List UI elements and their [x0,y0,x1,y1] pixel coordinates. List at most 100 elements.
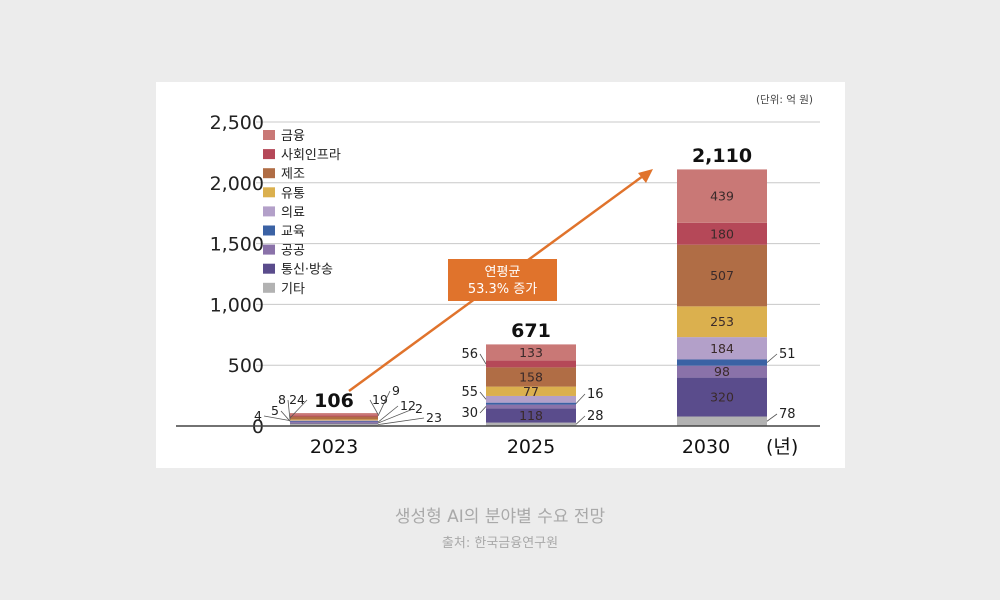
bar-segment [486,408,576,423]
segment-label: 439 [710,189,734,204]
bar-segment [677,337,767,360]
legend-label: 사회인프라 [281,148,341,163]
legend-swatch [263,244,275,255]
bar-segment [290,421,378,423]
x-tick-label: 2030 [682,436,730,458]
bar-segment [290,413,378,416]
y-tick-label: 500 [228,355,264,377]
caption-title: 생성형 AI의 분야별 수요 전망 [394,507,606,527]
legend-label: 공공 [281,244,305,259]
legend-swatch [263,282,275,293]
segment-label: 23 [426,410,442,425]
bar-segment [486,360,576,368]
segment-label: 16 [587,387,604,402]
bar-segment [486,402,576,405]
legend-swatch [263,149,275,160]
segment-label: 51 [779,347,796,362]
legend-label: 기타 [281,282,305,297]
segment-label: 184 [710,341,734,356]
leader-line [575,415,586,425]
bar-segment [677,244,767,307]
segment-label: 56 [461,347,478,362]
legend-swatch [263,168,275,179]
legend-swatch [263,263,275,274]
annotation-line2: 53.3% 증가 [468,282,537,297]
bar-segment [290,415,378,417]
leader-line [263,415,291,422]
segment-label: 28 [587,409,604,424]
bar-segment [677,377,767,417]
legend-swatch [263,206,275,217]
bar-segment [290,420,378,422]
bar-segment [677,306,767,338]
y-axis-ticks: 0 500 1,000 1,500 2,000 2,500 [210,112,264,438]
leader-line [479,391,487,400]
bar-segment [290,423,378,426]
bar-segment [486,422,576,426]
bar-segment [486,404,576,409]
total-label: 106 [314,390,354,412]
x-axis-suffix: (년) [766,436,798,458]
segment-label: 253 [710,314,734,329]
chart-card: 0 500 1,000 1,500 2,000 2,500 118 77 158 133 320 9… [156,82,845,468]
segment-label: 98 [714,364,730,379]
bar-segment [486,367,576,387]
leader-line [479,353,487,365]
leader-lines [263,353,778,425]
legend-label: 유통 [281,186,305,201]
legend-label: 제조 [281,167,305,182]
y-tick-label: 0 [252,416,264,438]
leader-line [575,393,586,404]
segment-label: 180 [710,226,734,241]
x-tick-label: 2023 [310,436,358,458]
bar-segment [290,416,378,420]
legend-label: 금융 [281,129,305,144]
x-tick-label: 2025 [507,436,555,458]
y-tick-label: 1,500 [210,234,264,256]
bar-segment [677,169,767,223]
leader-line [377,417,425,425]
segment-label: 55 [461,385,478,400]
segment-label: 24 [289,392,305,407]
segment-label: 320 [710,390,734,405]
bar-segments [290,169,767,426]
segment-label: 2 [415,401,423,416]
segment-label: 9 [392,383,400,398]
leader-line [479,406,487,414]
bar-segment [486,395,576,403]
leader-line [766,353,778,363]
legend-label: 의료 [281,205,305,220]
bar-segment [486,386,576,396]
y-tick-label: 1,000 [210,294,264,316]
leader-line [280,410,291,422]
bar-segment [677,359,767,366]
annotation-line1: 연평균 [485,265,521,280]
arrow-head-icon [638,169,653,183]
caption-source: 출처: 한국금융연구원 [441,536,559,551]
bar-segment [290,422,378,424]
segment-label: 118 [519,408,543,423]
legend-swatch [263,225,275,236]
segment-label: 78 [779,407,796,422]
bar-segment [677,365,767,378]
legend-label: 교육 [281,225,305,240]
y-tick-label: 2,500 [210,112,264,134]
segment-label: 5 [271,403,279,418]
total-label: 2,110 [692,145,752,167]
legend-swatch [263,130,275,140]
leader-line [766,413,778,422]
leader-line [377,408,414,424]
segment-label: 30 [461,406,478,421]
segment-label: 133 [519,345,543,360]
legend-swatch [263,187,275,198]
bar-segment [486,344,576,361]
unit-label: (단위: 억 원) [756,93,813,106]
segment-label: 77 [523,384,539,399]
leader-line [369,399,379,415]
total-label: 671 [511,320,551,342]
segment-label: 158 [519,369,543,384]
bar-segment [677,222,767,245]
